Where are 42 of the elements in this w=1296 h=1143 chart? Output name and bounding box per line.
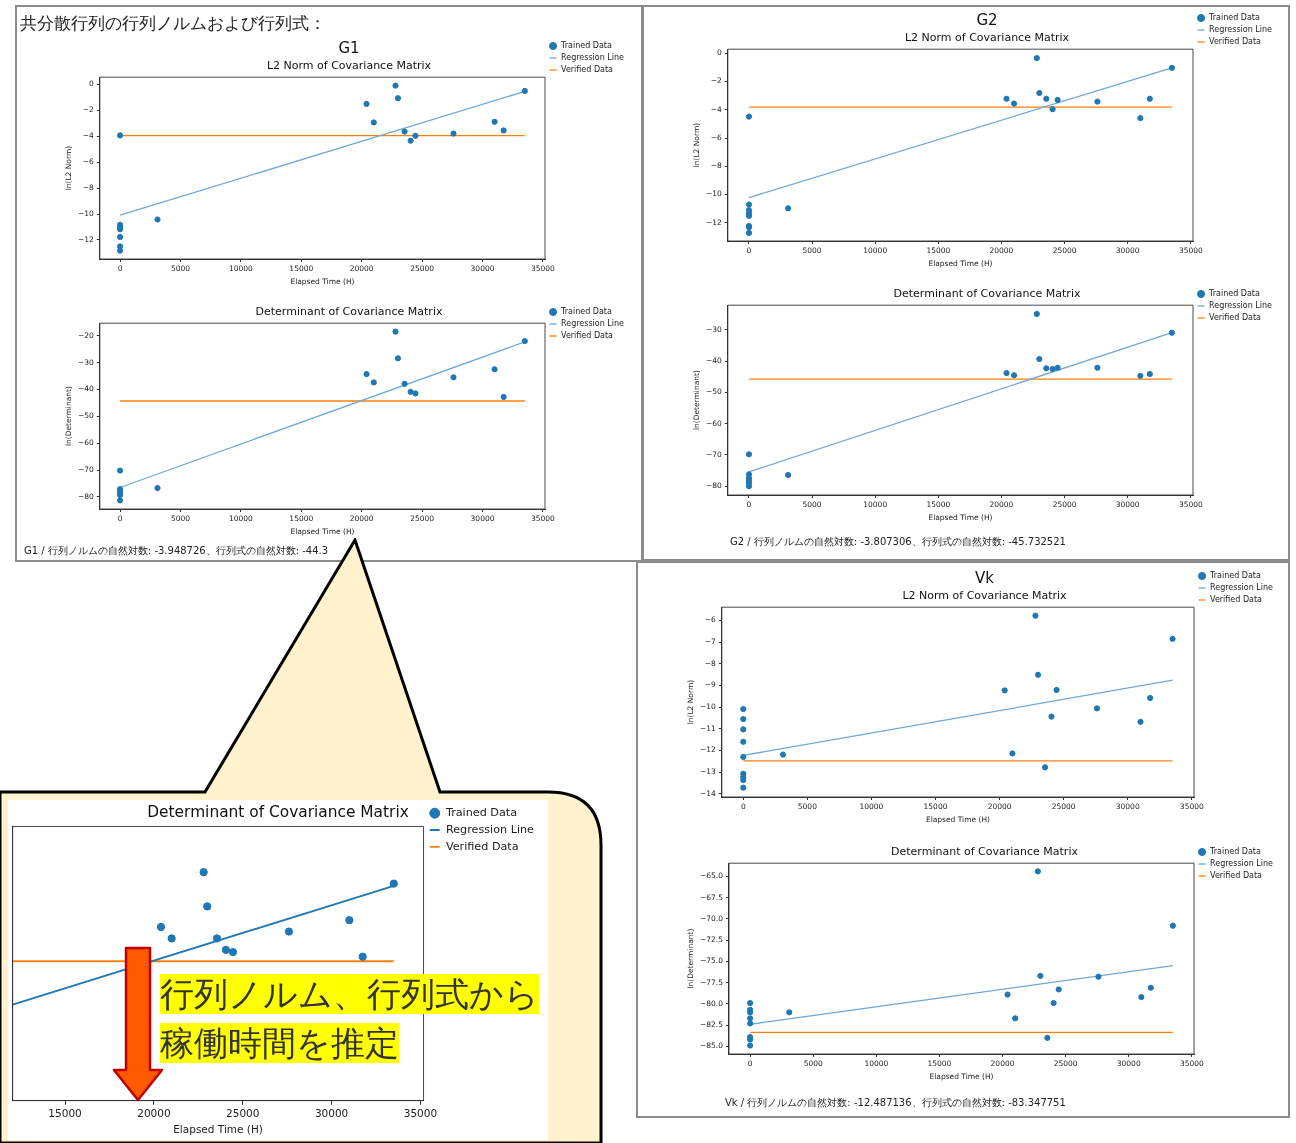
x-axis-title: Elapsed Time (H) — [173, 1123, 263, 1136]
text: 共分散行列の行列ノルムおよび行列式： — [20, 12, 326, 35]
x-tick-label: 15000 — [48, 1106, 82, 1119]
legend-label: Verified Data — [1209, 37, 1262, 47]
legend-label: Verified Data — [1209, 313, 1262, 323]
legend-label: Trained Data — [444, 806, 518, 820]
legend-label: Trained Data — [560, 41, 612, 51]
text: G2 / 行列ノルムの自然対数: -3.807306、行列式の自然対数: -45.732521 — [730, 535, 1066, 549]
chart-title: Vk — [975, 568, 995, 587]
legend-label: Trained Data — [1209, 571, 1261, 581]
annotation: 行列ノルム、行列式から稼働時間を推定 — [160, 974, 539, 1064]
legend-label: Verified Data — [445, 839, 519, 853]
x-tick-label: 25000 — [226, 1106, 260, 1119]
legend-label: Regression Line — [561, 319, 625, 329]
legend-label: Verified Data — [561, 331, 614, 341]
x-tick-label: 35000 — [403, 1106, 438, 1119]
legend-label: Trained Data — [1209, 847, 1261, 857]
text: Vk / 行列ノルムの自然対数: -12.487136、行列式の自然対数: -83.347751 — [725, 1096, 1066, 1110]
text: G1 / 行列ノルムの自然対数: -3.948726、行列式の自然対数: -44.3 — [24, 544, 329, 558]
chart-subtitle: L2 Norm of Covariance Matrix — [902, 589, 1068, 603]
legend-label: Verified Data — [1210, 595, 1263, 605]
legend-label: Trained Data — [560, 307, 612, 317]
x-tick-label: 20000 — [137, 1106, 171, 1119]
legend-label: Regression Line — [1209, 301, 1273, 311]
chart-title: Determinant of Covariance Matrix — [893, 287, 1081, 301]
chart-title: G2 — [976, 10, 998, 29]
legend-label: Regression Line — [445, 822, 535, 836]
legend-label: Verified Data — [561, 65, 614, 75]
chart-subtitle: L2 Norm of Covariance Matrix — [904, 31, 1070, 45]
chart-title: Determinant of Covariance Matrix — [147, 803, 409, 822]
legend-label: Regression Line — [561, 53, 625, 63]
chart-title: G1 — [338, 38, 360, 57]
chart-title: Determinant of Covariance Matrix — [891, 845, 1079, 859]
legend-label: Regression Line — [1210, 583, 1274, 593]
legend-label: Verified Data — [1210, 871, 1263, 881]
chart-title: Determinant of Covariance Matrix — [255, 305, 443, 319]
chart-subtitle: L2 Norm of Covariance Matrix — [266, 59, 432, 73]
legend-label: Trained Data — [1208, 289, 1260, 299]
legend-label: Regression Line — [1209, 25, 1273, 35]
x-tick-label: 30000 — [314, 1106, 349, 1119]
legend-label: Trained Data — [1208, 13, 1260, 23]
legend-label: Regression Line — [1210, 859, 1274, 869]
